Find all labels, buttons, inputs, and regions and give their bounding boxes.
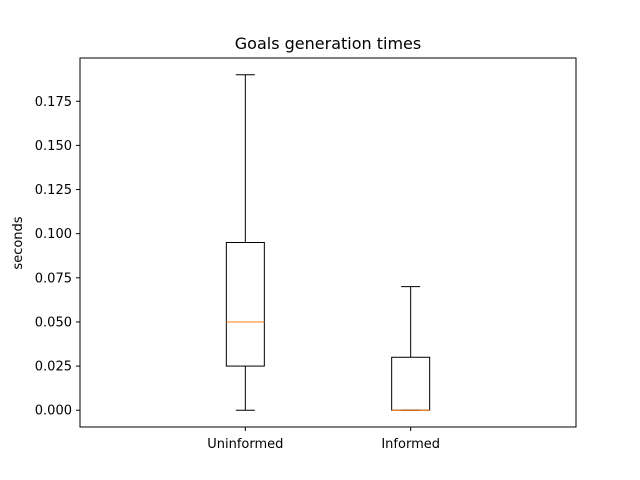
axis-ticks: Uninformed Informed 0.000 0.025 0.050 0.075 0.… — [35, 95, 440, 452]
y-tick-label: 0.075 — [35, 271, 72, 286]
box-group — [225, 74, 265, 411]
x-tick-label: Uninformed — [207, 437, 283, 452]
y-tick-label: 0.125 — [35, 183, 72, 198]
y-tick-label: 0.050 — [35, 315, 72, 330]
y-tick-label: 0.025 — [35, 360, 72, 375]
box-iqr — [225, 242, 265, 367]
plot-area — [225, 74, 431, 411]
chart-title: Goals generation times — [235, 34, 421, 53]
plot-frame — [79, 57, 577, 428]
y-tick-label: 0.175 — [35, 95, 72, 110]
box-group — [391, 286, 431, 411]
x-tick-label: Informed — [381, 437, 440, 452]
y-tick-label: 0.000 — [35, 404, 72, 419]
y-tick-label: 0.150 — [35, 139, 72, 154]
y-tick-label: 0.100 — [35, 227, 72, 242]
y-axis-label: seconds — [11, 216, 26, 269]
box-iqr — [391, 356, 431, 411]
